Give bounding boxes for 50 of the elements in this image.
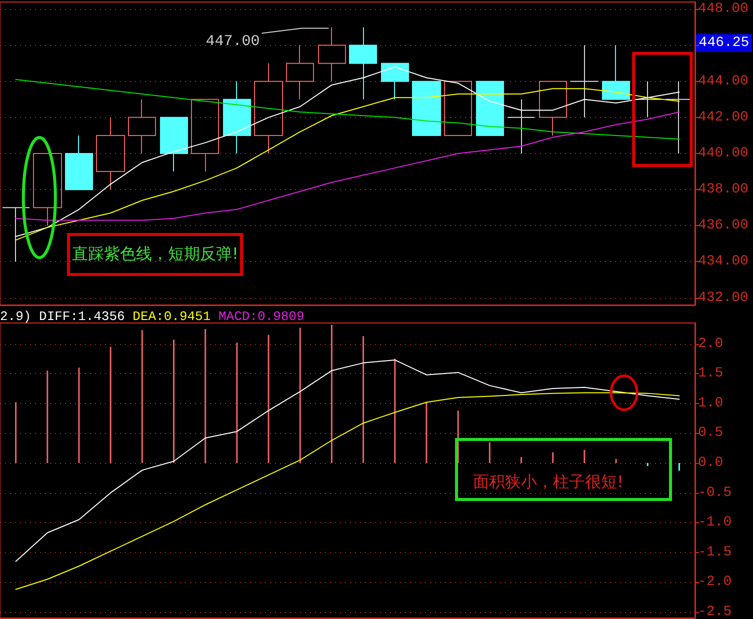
candlestick bbox=[507, 98, 535, 154]
candlestick bbox=[602, 44, 630, 100]
y-tick-label: 0.5 bbox=[698, 425, 724, 442]
candlestick bbox=[349, 26, 377, 100]
y-tick-label: -2.5 bbox=[698, 604, 732, 619]
y-tick-label: 434.00 bbox=[698, 254, 748, 270]
annotation: 447.00 bbox=[206, 32, 260, 50]
candlestick bbox=[128, 98, 156, 154]
line-series bbox=[15, 359, 680, 562]
candlestick bbox=[539, 80, 567, 136]
annotation: 面积狭小，柱子很短! bbox=[473, 472, 624, 493]
y-tick-label: -1.0 bbox=[698, 514, 732, 531]
candlestick bbox=[444, 80, 472, 136]
candlestick bbox=[254, 62, 283, 154]
y-tick-label: 440.00 bbox=[698, 146, 748, 162]
y-tick-label: 442.00 bbox=[698, 109, 748, 126]
annotation: 直踩紫色线，短期反弹! bbox=[72, 244, 238, 265]
y-tick-label: -0.5 bbox=[698, 484, 732, 501]
y-tick-label: 1.5 bbox=[698, 366, 724, 382]
y-tick-label: 444.00 bbox=[698, 73, 748, 90]
candlestick bbox=[318, 26, 346, 82]
annotation: MACD:0.9809 bbox=[218, 309, 304, 324]
y-tick-label: 432.00 bbox=[698, 290, 748, 306]
text: 446.25 bbox=[698, 35, 750, 51]
candlestick bbox=[33, 153, 62, 226]
candlestick bbox=[381, 62, 409, 100]
candlestick bbox=[476, 80, 504, 136]
y-tick-label: -1.5 bbox=[698, 544, 732, 560]
text: DEA:0.9451 bbox=[132, 309, 212, 324]
candlestick bbox=[223, 80, 251, 154]
y-tick-label: 1.0 bbox=[698, 395, 724, 412]
candlestick bbox=[412, 80, 441, 136]
text: DIFF:1.4356 bbox=[39, 309, 126, 324]
candlestick bbox=[65, 134, 93, 190]
y-tick-label: 448.00 bbox=[698, 1, 748, 18]
y-tick-label: 2.0 bbox=[698, 336, 724, 352]
line-series bbox=[15, 392, 680, 590]
y-tick-label: 436.00 bbox=[698, 218, 748, 234]
candlestick bbox=[286, 44, 314, 100]
candlestick bbox=[160, 116, 188, 172]
chart-title: 2.9) bbox=[0, 309, 32, 324]
y-tick-label: 0.0 bbox=[698, 455, 724, 472]
line-series bbox=[15, 79, 680, 140]
candlestick bbox=[191, 98, 219, 172]
candlestick bbox=[2, 207, 30, 262]
y-tick-label: -2.0 bbox=[698, 574, 732, 590]
candlestick bbox=[570, 44, 599, 118]
candlestick bbox=[96, 116, 125, 190]
line-series bbox=[15, 112, 680, 221]
y-tick-label: 438.00 bbox=[698, 182, 748, 198]
